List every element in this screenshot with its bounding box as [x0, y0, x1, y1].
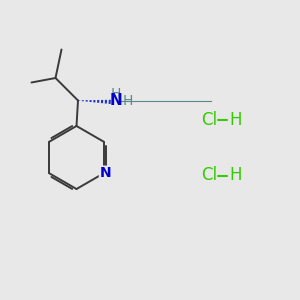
Text: H: H	[111, 87, 121, 100]
Text: H: H	[230, 111, 242, 129]
Text: H: H	[230, 167, 242, 184]
Text: N: N	[100, 166, 111, 180]
Text: Cl: Cl	[201, 111, 217, 129]
Text: Cl: Cl	[201, 167, 217, 184]
Text: N: N	[110, 93, 122, 108]
Text: H: H	[123, 94, 133, 107]
